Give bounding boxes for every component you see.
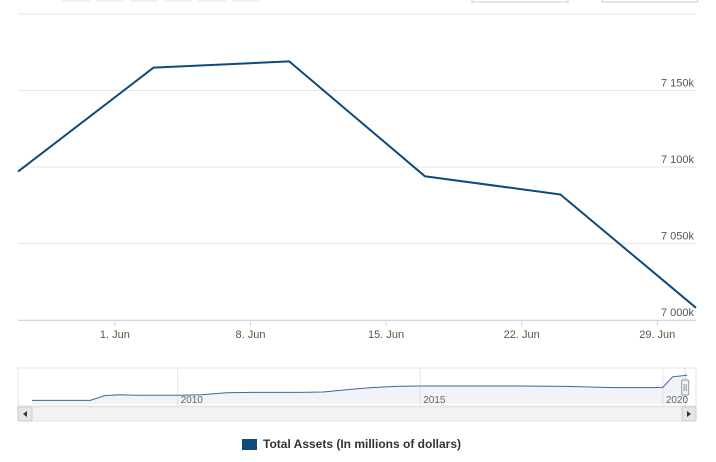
- x-tick-label: 8. Jun: [235, 329, 265, 341]
- series-layer: [18, 61, 696, 308]
- legend[interactable]: Total Assets (In millions of dollars): [242, 437, 461, 451]
- series-line-total-assets: [18, 61, 696, 307]
- range-button-4[interactable]: [164, 0, 192, 2]
- range-button-6[interactable]: [232, 0, 260, 2]
- y-tick-label: 7 150k: [661, 78, 695, 90]
- x-tick-label: 15. Jun: [368, 329, 404, 341]
- y-tick-label: 7 100k: [661, 154, 695, 166]
- range-button-2[interactable]: [96, 0, 124, 2]
- range-button-3[interactable]: [130, 0, 158, 2]
- range-button-5[interactable]: [198, 0, 226, 2]
- x-tick-label: 29. Jun: [639, 329, 675, 341]
- legend-swatch: [242, 439, 257, 450]
- range-selector-toolbar[interactable]: [62, 0, 698, 2]
- navigator-handle[interactable]: [682, 380, 689, 395]
- date-input-from[interactable]: [472, 0, 568, 2]
- x-tick-label: 1. Jun: [100, 329, 130, 341]
- x-tick-label: 22. Jun: [504, 329, 540, 341]
- range-button-1[interactable]: [62, 0, 90, 2]
- grid-lines: [18, 14, 696, 320]
- y-tick-label: 7 050k: [661, 231, 695, 243]
- legend-label: Total Assets (In millions of dollars): [263, 437, 461, 451]
- y-tick-label: 7 000k: [661, 307, 695, 319]
- axes: 7 000k 7 050k 7 100k 7 150k 1. Jun 8. Jun 15. …: [18, 78, 696, 342]
- navigator-scrollbar[interactable]: [18, 407, 696, 421]
- date-input-to[interactable]: [602, 0, 698, 2]
